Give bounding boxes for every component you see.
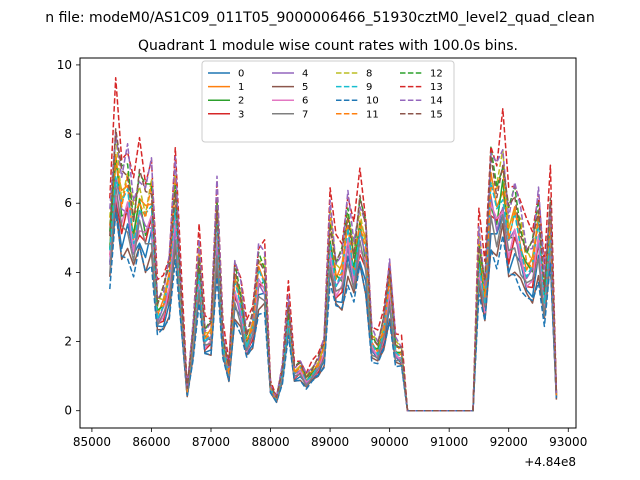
legend-box [201, 60, 455, 143]
x-tick-label: 88000 [251, 435, 289, 449]
legend-label-14: 14 [430, 96, 443, 107]
chart-title: Quadrant 1 module wise count rates with … [138, 38, 518, 54]
y-tick-label: 0 [64, 404, 72, 418]
series-line-14 [109, 132, 558, 412]
legend-label-7: 7 [302, 109, 308, 120]
legend-label-1: 1 [238, 82, 244, 93]
y-tick-label: 2 [64, 335, 72, 349]
x-tick-label: 92000 [490, 435, 528, 449]
legend-label-3: 3 [238, 109, 244, 120]
series-group [109, 77, 558, 412]
y-tick-label: 6 [64, 196, 72, 210]
y-tick-label: 10 [57, 58, 72, 72]
series-line-10 [109, 212, 558, 412]
x-offset-label: +4.84e8 [524, 455, 576, 469]
legend-label-11: 11 [366, 109, 379, 120]
y-tick-label: 8 [64, 127, 72, 141]
legend-label-8: 8 [366, 69, 372, 80]
x-tick-label: 90000 [371, 435, 409, 449]
x-tick-label: 86000 [132, 435, 170, 449]
legend-label-0: 0 [238, 69, 244, 80]
x-tick-label: 87000 [192, 435, 230, 449]
legend-label-15: 15 [430, 109, 443, 120]
x-tick-label: 93000 [549, 435, 587, 449]
legend-label-6: 6 [302, 96, 308, 107]
legend-label-13: 13 [430, 82, 443, 93]
x-tick-label: 89000 [311, 435, 349, 449]
series-line-15 [109, 128, 558, 412]
legend-label-12: 12 [430, 69, 443, 80]
x-tick-label: 91000 [430, 435, 468, 449]
legend-label-2: 2 [238, 96, 244, 107]
legend-label-4: 4 [302, 69, 308, 80]
series-line-7 [109, 185, 558, 412]
x-tick-label: 85000 [73, 435, 111, 449]
legend-label-5: 5 [302, 82, 308, 93]
x-axis: 85000 86000 87000 88000 89000 90000 91000 92000… [73, 428, 587, 449]
figure-suptitle: n file: modeM0/AS1C09_011T05_9000006466_… [45, 10, 594, 26]
legend-label-10: 10 [366, 96, 379, 107]
y-axis: 0 2 4 6 8 10 [57, 58, 80, 418]
series-line-9 [109, 176, 558, 412]
y-tick-label: 4 [64, 265, 72, 279]
legend-label-9: 9 [366, 82, 372, 93]
axes-frame [79, 57, 577, 429]
